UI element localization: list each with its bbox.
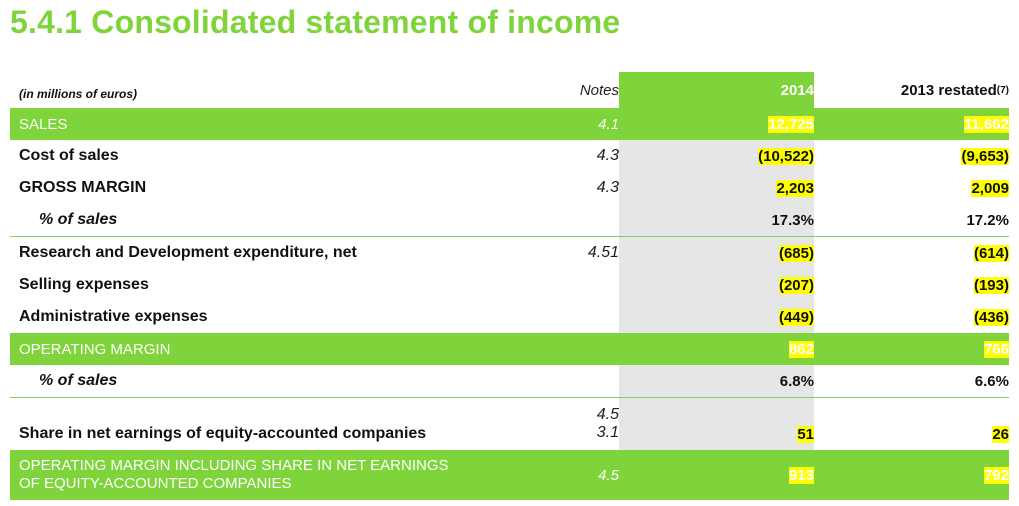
table-row-cost-of-sales: Cost of sales 4.3 (10,522) (9,653) <box>10 140 1009 172</box>
value-2014: 913 <box>619 450 814 500</box>
value-2014-text: (685) <box>778 244 814 262</box>
year-2013-label: 2013 restated <box>900 81 997 99</box>
value-2014-text: 2,203 <box>776 179 814 197</box>
footnote-ref: (7) <box>996 84 1009 96</box>
units-label: (in millions of euros) <box>19 87 138 101</box>
row-label: GROSS MARGIN <box>19 179 147 196</box>
value-2013: (436) <box>814 301 1009 333</box>
row-note <box>570 365 619 397</box>
row-note: 4.5 <box>598 466 619 484</box>
table-row-selling-expenses: Selling expenses (207) (193) <box>10 269 1009 301</box>
value-2014-text: 913 <box>788 466 814 484</box>
value-2013: 11,662 <box>814 108 1009 140</box>
value-2013: 2,009 <box>814 172 1009 204</box>
value-2014-text: 12,725 <box>768 115 814 133</box>
year-2014-label: 2014 <box>780 81 814 99</box>
row-note: 4.5 3.1 <box>570 398 619 450</box>
row-note <box>570 269 619 301</box>
value-2013-text: 2,009 <box>971 179 1009 197</box>
value-2013-text: 766 <box>983 340 1009 358</box>
value-2013-text: 792 <box>983 466 1009 484</box>
value-2014: 17.3% <box>619 204 814 236</box>
value-2014-text: 51 <box>797 426 814 443</box>
value-2014: 2,203 <box>619 172 814 204</box>
value-2013-text: (614) <box>973 244 1009 262</box>
row-note-b: 3.1 <box>596 424 619 441</box>
table-row-operating-margin: OPERATING MARGIN 862 766 <box>10 333 1009 365</box>
year-2014-header: 2014 <box>619 72 814 108</box>
value-2014-text: 6.8% <box>779 372 814 390</box>
table-row-sales: SALES 4.1 12,725 11,662 <box>10 108 1009 140</box>
value-2013-text: (193) <box>973 276 1009 294</box>
year-2013-header: 2013 restated (7) <box>814 72 1009 108</box>
value-2013-text: (436) <box>973 308 1009 326</box>
value-2013-text: 11,662 <box>963 115 1009 133</box>
value-2013-text: 17.2% <box>966 211 1009 229</box>
row-label: Cost of sales <box>19 147 119 164</box>
page-title: 5.4.1 Consolidated statement of income <box>10 4 621 40</box>
table-row-operating-margin-pct: % of sales 6.8% 6.6% <box>10 365 1009 398</box>
value-2014: 6.8% <box>619 365 814 397</box>
value-2014-text: 862 <box>788 340 814 358</box>
value-2013: (193) <box>814 269 1009 301</box>
row-label-line-2: OF EQUITY-ACCOUNTED COMPANIES <box>19 475 292 492</box>
row-label: OPERATING MARGIN <box>19 340 171 358</box>
row-label: SALES <box>19 115 68 133</box>
row-label-line-1: OPERATING MARGIN INCLUDING SHARE IN NET … <box>19 457 449 474</box>
row-note <box>570 333 619 365</box>
row-label: % of sales <box>39 211 118 228</box>
table-row-gross-margin-pct: % of sales 17.3% 17.2% <box>10 204 1009 237</box>
row-label: Share in net earnings of equity-accounte… <box>19 425 427 442</box>
row-note <box>570 204 619 236</box>
row-label: Selling expenses <box>19 276 149 293</box>
table-row-gross-margin: GROSS MARGIN 4.3 2,203 2,009 <box>10 172 1009 204</box>
row-label: % of sales <box>39 372 118 389</box>
value-2013: 17.2% <box>814 204 1009 236</box>
value-2013: (614) <box>814 237 1009 269</box>
value-2013-text: 6.6% <box>974 372 1009 390</box>
table-row-equity-share: Share in net earnings of equity-accounte… <box>10 398 1009 450</box>
value-2014: 12,725 <box>619 108 814 140</box>
income-statement-table: (in millions of euros) Notes 2014 2013 r… <box>10 72 1009 500</box>
table-row-admin-expenses: Administrative expenses (449) (436) <box>10 301 1009 333</box>
value-2014: 51 <box>619 398 814 450</box>
value-2014-text: (449) <box>778 308 814 326</box>
value-2013-text: (9,653) <box>961 147 1009 165</box>
value-2013: 6.6% <box>814 365 1009 397</box>
row-note: 4.1 <box>598 115 619 133</box>
value-2014: (10,522) <box>619 140 814 172</box>
value-2013: (9,653) <box>814 140 1009 172</box>
row-label: OPERATING MARGIN INCLUDING SHARE IN NET … <box>10 450 570 500</box>
value-2014-text: (10,522) <box>758 147 814 165</box>
value-2014: (685) <box>619 237 814 269</box>
value-2013: 792 <box>814 450 1009 500</box>
value-2013: 766 <box>814 333 1009 365</box>
row-label: Research and Development expenditure, ne… <box>19 244 357 261</box>
row-note: 4.51 <box>587 244 619 261</box>
value-2014: 862 <box>619 333 814 365</box>
row-note: 4.3 <box>596 179 619 196</box>
value-2014-text: (207) <box>778 276 814 294</box>
value-2014-text: 17.3% <box>771 211 814 229</box>
row-note <box>570 301 619 333</box>
row-label: Administrative expenses <box>19 308 208 325</box>
table-row-operating-margin-incl-equity: OPERATING MARGIN INCLUDING SHARE IN NET … <box>10 450 1009 500</box>
table-row-rnd: Research and Development expenditure, ne… <box>10 237 1009 269</box>
value-2014: (207) <box>619 269 814 301</box>
row-note-a: 4.5 <box>596 406 619 423</box>
value-2013: 26 <box>814 398 1009 450</box>
value-2014: (449) <box>619 301 814 333</box>
notes-header: Notes <box>579 81 619 99</box>
value-2013-text: 26 <box>992 426 1009 443</box>
row-note: 4.3 <box>596 147 619 164</box>
table-header-row: (in millions of euros) Notes 2014 2013 r… <box>10 72 1009 108</box>
